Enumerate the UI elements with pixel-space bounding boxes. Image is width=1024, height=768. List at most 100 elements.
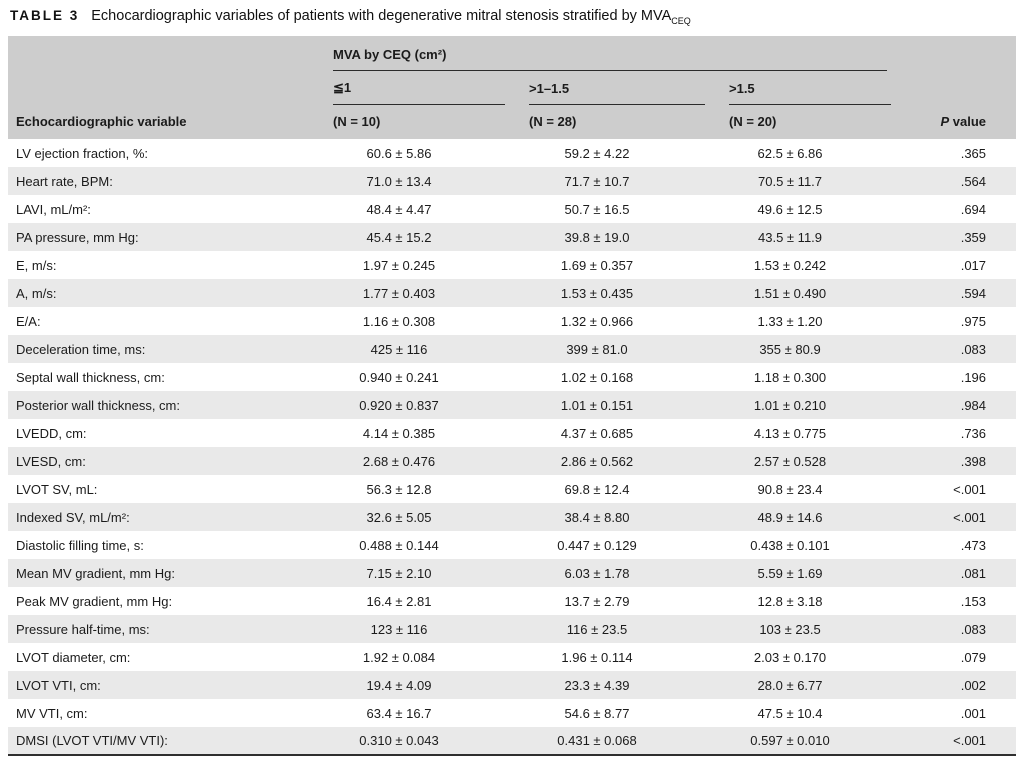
value-mva-gt-1-5: 12.8 ± 3.18 xyxy=(757,593,823,609)
value-mva-le1: 0.310 ± 0.043 xyxy=(359,733,439,748)
value-mva-1-to-1-5: 13.7 ± 2.79 xyxy=(564,593,630,609)
variable-label: Heart rate, BPM: xyxy=(16,173,113,189)
variable-label: LVEDD, cm: xyxy=(16,425,87,441)
table-row: Peak MV gradient, mm Hg: 16.4 ± 2.81 13.… xyxy=(8,587,1016,615)
variable-label: LVESD, cm: xyxy=(16,453,86,469)
table-caption-subscript: CEQ xyxy=(671,16,691,26)
table-row: LVESD, cm: 2.68 ± 0.476 2.86 ± 0.562 2.5… xyxy=(8,447,1017,475)
subcolumn-header-row: ≦1 >1–1.5 >1.5 xyxy=(8,71,1017,105)
row-p-value: .594 xyxy=(960,285,987,301)
value-mva-1-to-1-5: 71.7 ± 10.7 xyxy=(564,173,630,189)
value-mva-gt-1-5: 70.5 ± 11.7 xyxy=(758,173,823,189)
value-mva-gt-1-5: 0.597 ± 0.010 xyxy=(750,733,830,748)
table-caption: TABLE 3 Echocardiographic variables of pa… xyxy=(8,5,1016,36)
value-mva-1-to-1-5: 69.8 ± 12.4 xyxy=(564,481,630,497)
variable-label: PA pressure, mm Hg: xyxy=(16,229,139,245)
value-mva-le1: 16.4 ± 2.81 xyxy=(366,593,432,609)
row-p-value: <.001 xyxy=(953,481,987,497)
value-mva-le1: 48.4 ± 4.47 xyxy=(366,201,432,217)
value-mva-gt-1-5: 2.57 ± 0.528 xyxy=(753,453,827,469)
table-header: MVA by CEQ (cm²) ≦1 >1–1.5 >1.5 Echocard… xyxy=(8,36,1017,139)
row-p-value: .196 xyxy=(960,369,987,385)
value-mva-gt-1-5: 47.5 ± 10.4 xyxy=(757,705,823,721)
table-row: Heart rate, BPM: 71.0 ± 13.4 71.7 ± 10.7… xyxy=(8,167,1017,195)
value-mva-1-to-1-5: 59.2 ± 4.22 xyxy=(564,145,630,161)
value-mva-le1: 71.0 ± 13.4 xyxy=(366,173,432,189)
row-p-value: .081 xyxy=(960,565,987,581)
row-p-value: <.001 xyxy=(953,733,987,748)
table-row: DMSI (LVOT VTI/MV VTI): 0.310 ± 0.043 0.… xyxy=(8,727,1017,755)
n-header-1-to-1-5: (N = 28) xyxy=(529,105,729,139)
value-mva-le1: 0.940 ± 0.241 xyxy=(359,369,439,385)
n-header-le1: (N = 10) xyxy=(333,105,529,139)
value-mva-le1: 123 ± 116 xyxy=(370,621,428,637)
row-p-value: .017 xyxy=(960,257,987,273)
value-mva-le1: 1.97 ± 0.245 xyxy=(362,257,436,273)
echo-table: MVA by CEQ (cm²) ≦1 >1–1.5 >1.5 Echocard… xyxy=(8,36,1017,756)
column-header-row: Echocardiographic variable (N = 10) (N =… xyxy=(8,105,1017,139)
row-p-value: .984 xyxy=(960,397,987,413)
value-mva-gt-1-5: 4.13 ± 0.775 xyxy=(753,425,827,441)
variable-label: E, m/s: xyxy=(16,257,57,273)
p-rest: value xyxy=(949,114,987,129)
value-mva-1-to-1-5: 1.02 ± 0.168 xyxy=(560,369,634,385)
table-row: LAVI, mL/m²: 48.4 ± 4.47 50.7 ± 16.5 49.… xyxy=(8,195,1016,223)
subcolumn-1-to-1-5-label: >1–1.5 xyxy=(529,72,705,105)
table-row: Septal wall thickness, cm: 0.940 ± 0.241… xyxy=(8,363,1016,391)
value-mva-gt-1-5: 355 ± 80.9 xyxy=(759,341,821,357)
group-header-label: MVA by CEQ (cm²) xyxy=(333,36,888,71)
value-mva-gt-1-5: 1.18 ± 0.300 xyxy=(753,369,827,385)
row-p-value: .083 xyxy=(960,341,987,357)
variable-label: Indexed SV, mL/m²: xyxy=(16,509,130,525)
row-p-value: .473 xyxy=(960,537,987,553)
variable-label: LVOT VTI, cm: xyxy=(16,677,101,693)
value-mva-1-to-1-5: 39.8 ± 19.0 xyxy=(564,229,630,245)
subcolumn-le1-label: ≦1 xyxy=(333,71,505,105)
value-mva-1-to-1-5: 1.69 ± 0.357 xyxy=(560,257,634,273)
variable-label: LV ejection fraction, %: xyxy=(16,145,148,161)
value-mva-1-to-1-5: 38.4 ± 8.80 xyxy=(564,509,630,525)
value-mva-gt-1-5: 103 ± 23.5 xyxy=(759,621,821,637)
group-header-spacer-left xyxy=(8,36,333,71)
variable-label: Pressure half-time, ms: xyxy=(16,621,150,637)
value-mva-le1: 1.92 ± 0.084 xyxy=(362,649,436,665)
p-italic: P xyxy=(940,114,950,129)
variable-column-header: Echocardiographic variable xyxy=(8,105,333,139)
variable-label: Septal wall thickness, cm: xyxy=(16,369,165,385)
table-row: E, m/s: 1.97 ± 0.245 1.69 ± 0.357 1.53 ±… xyxy=(8,251,1016,279)
value-mva-le1: 7.15 ± 2.10 xyxy=(366,565,432,581)
variable-label: Peak MV gradient, mm Hg: xyxy=(16,593,173,609)
value-mva-le1: 45.4 ± 15.2 xyxy=(366,229,432,245)
n-header-gt-1-5: (N = 20) xyxy=(729,105,916,139)
row-p-value: .001 xyxy=(960,705,987,721)
value-mva-le1: 1.77 ± 0.403 xyxy=(362,285,436,301)
value-mva-1-to-1-5: 1.96 ± 0.114 xyxy=(561,649,633,665)
value-mva-gt-1-5: 48.9 ± 14.6 xyxy=(757,509,823,525)
value-mva-gt-1-5: 90.8 ± 23.4 xyxy=(757,481,823,497)
table-row: LV ejection fraction, %: 60.6 ± 5.86 59.… xyxy=(8,139,1016,167)
variable-label: Posterior wall thickness, cm: xyxy=(16,397,180,413)
value-mva-1-to-1-5: 0.447 ± 0.129 xyxy=(557,537,637,553)
row-p-value: .359 xyxy=(960,229,987,245)
value-mva-le1: 2.68 ± 0.476 xyxy=(362,453,436,469)
variable-label: Deceleration time, ms: xyxy=(16,341,146,357)
value-mva-le1: 56.3 ± 12.8 xyxy=(366,481,432,497)
value-mva-1-to-1-5: 116 ± 23.5 xyxy=(566,621,628,637)
variable-label: LAVI, mL/m²: xyxy=(16,201,91,217)
subcolumn-spacer-left xyxy=(8,71,333,105)
value-mva-le1: 425 ± 116 xyxy=(370,341,428,357)
value-mva-gt-1-5: 0.438 ± 0.101 xyxy=(750,537,830,553)
value-mva-gt-1-5: 5.59 ± 1.69 xyxy=(757,565,823,581)
table-row: Posterior wall thickness, cm: 0.920 ± 0.… xyxy=(8,391,1017,419)
table-row: Deceleration time, ms: 425 ± 116 399 ± 8… xyxy=(8,335,1017,363)
table-row: LVOT VTI, cm: 19.4 ± 4.09 23.3 ± 4.39 28… xyxy=(8,671,1017,699)
table-row: E/A: 1.16 ± 0.308 1.32 ± 0.966 1.33 ± 1.… xyxy=(8,307,1016,335)
value-mva-gt-1-5: 1.51 ± 0.490 xyxy=(753,285,827,301)
value-mva-gt-1-5: 62.5 ± 6.86 xyxy=(757,145,823,161)
value-mva-1-to-1-5: 1.01 ± 0.151 xyxy=(560,397,634,413)
value-mva-le1: 0.488 ± 0.144 xyxy=(359,537,439,553)
value-mva-le1: 19.4 ± 4.09 xyxy=(366,677,432,693)
row-p-value: .736 xyxy=(960,425,987,441)
variable-label: A, m/s: xyxy=(16,285,57,301)
table-row: LVEDD, cm: 4.14 ± 0.385 4.37 ± 0.685 4.1… xyxy=(8,419,1016,447)
